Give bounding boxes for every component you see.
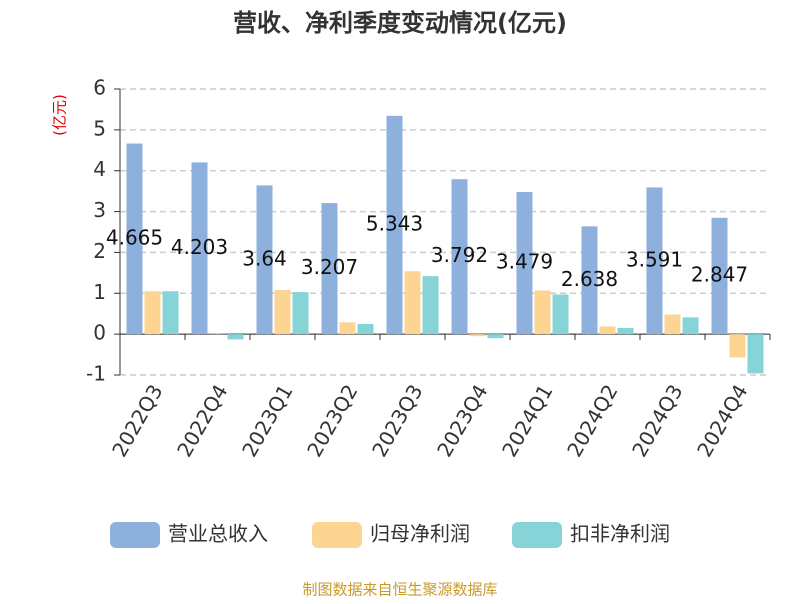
y-tick-label: 1 <box>93 280 106 304</box>
y-tick-label: 3 <box>93 198 106 222</box>
bar <box>535 290 551 334</box>
bar <box>423 276 439 334</box>
x-tick-label: 2023Q3 <box>367 380 427 461</box>
legend-label: 归母净利润 <box>370 522 470 546</box>
x-tick-label: 2024Q4 <box>692 380 752 461</box>
data-label: 3.207 <box>301 255 358 279</box>
bar <box>405 271 421 334</box>
bar <box>145 291 161 334</box>
y-tick-label: 6 <box>93 76 106 100</box>
bar <box>358 324 374 334</box>
bar <box>488 334 504 338</box>
data-label: 2.638 <box>561 267 618 291</box>
bar <box>683 317 699 334</box>
legend-swatch <box>312 522 362 548</box>
legend-label: 营业总收入 <box>168 522 268 546</box>
bar <box>748 334 764 373</box>
bar <box>340 322 356 334</box>
x-tick-label: 2022Q4 <box>172 380 232 461</box>
data-label: 2.847 <box>691 262 748 286</box>
bar <box>618 328 634 334</box>
y-tick-label: 5 <box>93 116 106 140</box>
x-tick-label: 2024Q1 <box>497 380 557 461</box>
data-label: 5.343 <box>366 211 423 235</box>
y-tick-label: 0 <box>93 321 106 345</box>
x-tick-label: 2024Q2 <box>562 380 622 461</box>
data-label: 4.665 <box>106 225 163 249</box>
legend-swatch <box>110 522 160 548</box>
bar <box>665 315 681 335</box>
data-label: 4.203 <box>171 235 228 259</box>
x-tick-label: 2023Q1 <box>237 380 297 461</box>
bar <box>470 334 486 336</box>
x-tick-label: 2024Q3 <box>627 380 687 461</box>
y-axis-label: (亿元) <box>51 94 69 136</box>
data-label: 3.479 <box>496 250 553 274</box>
chart-title: 营收、净利季度变动情况(亿元) <box>233 9 567 37</box>
x-tick-label: 2022Q3 <box>107 380 167 461</box>
bar <box>730 334 746 357</box>
data-label: 3.591 <box>626 247 683 271</box>
y-tick-label: 2 <box>93 239 106 263</box>
y-tick-label: 4 <box>93 157 106 181</box>
legend-swatch <box>512 522 562 548</box>
bar <box>275 290 291 334</box>
data-label: 3.792 <box>431 243 488 267</box>
bar <box>600 326 616 334</box>
legend-label: 扣非净利润 <box>570 522 670 546</box>
source-note: 制图数据来自恒生聚源数据库 <box>302 581 497 599</box>
bar <box>293 292 309 334</box>
bar <box>228 334 244 339</box>
x-tick-label: 2023Q4 <box>432 380 492 461</box>
bar <box>553 295 569 335</box>
data-label: 3.64 <box>242 246 287 270</box>
x-tick-label: 2023Q2 <box>302 380 362 461</box>
y-tick-label: -1 <box>86 362 106 386</box>
bar <box>163 291 179 334</box>
